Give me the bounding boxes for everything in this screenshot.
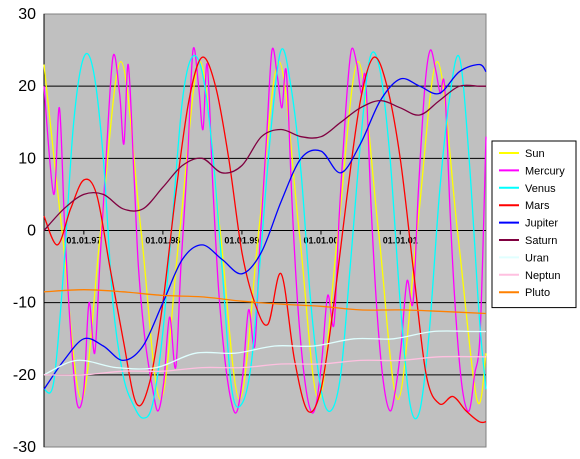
legend-box (491, 140, 577, 309)
series-line-pluto (43, 289, 487, 315)
y-tick-label: 0 (27, 223, 36, 240)
series-line-mercury (43, 47, 487, 414)
legend: Sun Mercury Venus Mars Jupiter Saturn Uran Nept… (491, 140, 577, 309)
series-line-saturn (43, 84, 486, 231)
series-line-mars (43, 56, 487, 424)
legend-label: Saturn (525, 235, 557, 247)
legend-label: Neptun (525, 270, 560, 282)
x-tick-label: 01.01.01 (383, 236, 418, 246)
x-tick-label: 01.01.99 (224, 236, 259, 246)
y-axis: 30 20 10 0 -10 -20 -30 (13, 6, 45, 456)
x-axis: 01.01.97 01.01.98 01.01.99 01.01.00 01.01.01 (44, 230, 486, 246)
legend-label: Mercury (525, 165, 565, 177)
series-line-neptun (43, 355, 487, 376)
y-tick-label: 20 (18, 78, 36, 95)
y-tick-label: 10 (18, 150, 36, 167)
legend-label: Sun (525, 148, 545, 160)
x-tick-label: 01.01.97 (66, 236, 101, 246)
x-tick-label: 01.01.00 (303, 236, 338, 246)
y-tick-label: -10 (13, 295, 36, 312)
legend-label: Jupiter (525, 218, 558, 230)
series-lines (43, 47, 487, 424)
series-line-uran (43, 330, 486, 376)
series-line-venus (43, 48, 487, 420)
legend-label: Mars (525, 200, 550, 212)
y-tick-label: -20 (13, 367, 36, 384)
legend-label: Pluto (525, 287, 550, 299)
series-line-jupiter (43, 63, 487, 390)
y-tick-label: -30 (13, 439, 36, 456)
y-tick-label: 30 (18, 6, 36, 23)
x-tick-label: 01.01.98 (145, 236, 180, 246)
legend-label: Venus (525, 183, 556, 195)
legend-label: Uran (525, 252, 549, 264)
